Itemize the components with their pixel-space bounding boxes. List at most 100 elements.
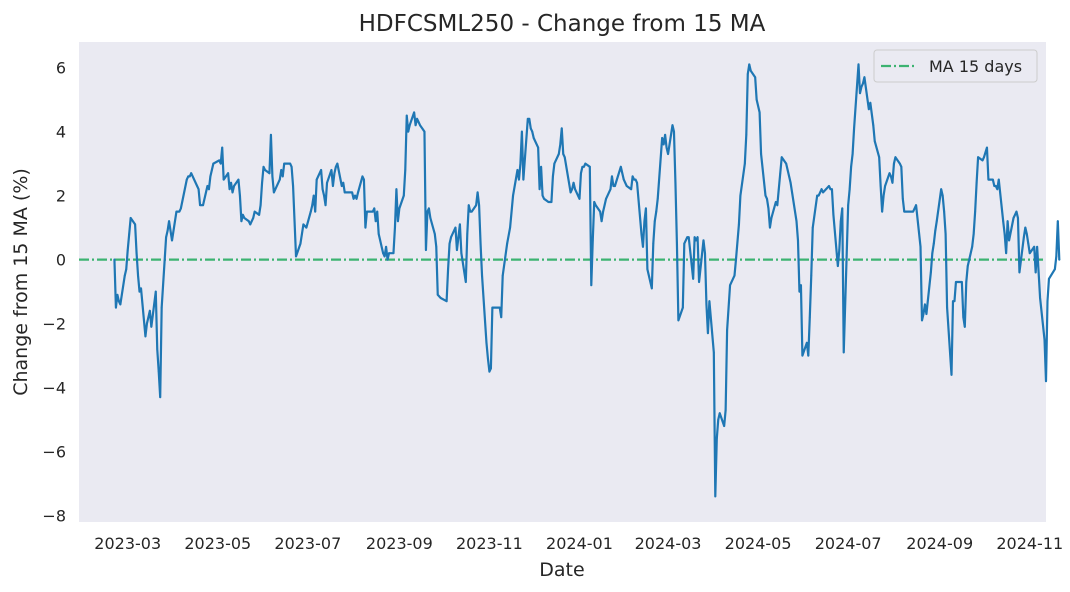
x-tick-label: 2024-11 [996,534,1063,553]
data-point [664,133,667,136]
data-point [547,201,550,203]
data-point [457,236,460,239]
data-point [943,210,946,213]
data-point [574,188,576,191]
data-point [795,220,798,223]
data-point [373,207,376,210]
data-point [250,220,253,223]
data-point [458,223,461,226]
data-point [739,194,742,197]
y-axis-ticks: −8 −6 −4 −2 0 2 4 6 [42,59,66,526]
data-point [293,220,296,223]
data-point [417,121,420,123]
data-point [485,341,488,344]
data-point [377,233,380,235]
data-point [231,191,234,194]
data-point [950,373,953,376]
data-point [952,300,954,303]
data-point [867,108,870,111]
data-point [129,217,132,219]
x-tick-label: 2024-09 [906,534,973,553]
data-point [956,281,959,283]
legend: MA 15 days [873,49,1038,83]
data-point [588,165,591,168]
data-point [860,85,863,88]
data-point [881,210,884,213]
data-point [705,303,708,306]
data-point [117,300,120,303]
data-point [1033,245,1036,248]
data-point [1036,245,1039,248]
data-point [209,175,212,178]
data-point [791,191,793,194]
data-point [953,300,956,303]
data-point [1056,220,1059,223]
data-point [655,210,658,213]
data-point [323,194,325,197]
data-point [433,233,436,235]
data-point [836,265,839,267]
data-point [580,172,582,175]
data-point [365,210,368,213]
data-point [392,252,395,255]
data-point [890,175,892,178]
data-point [171,239,173,242]
data-point [470,210,473,213]
data-point [147,316,150,319]
data-point [352,197,355,200]
data-point [941,194,944,197]
data-point [1025,233,1028,235]
data-point [612,185,615,187]
data-point [219,162,222,165]
data-point [779,172,782,175]
data-point [1012,217,1015,219]
data-point [469,210,472,213]
data-point [625,185,628,187]
data-point [591,239,594,242]
data-point [476,191,479,194]
data-point [436,293,439,296]
data-point [500,316,503,319]
data-point [320,169,323,171]
data-point [233,185,235,187]
y-tick-label: −8 [42,507,66,526]
data-point [128,233,131,235]
data-point [1003,233,1006,235]
data-point [528,117,531,120]
data-point [829,188,832,191]
data-point [252,217,255,219]
data-point [692,277,695,280]
data-point [562,153,565,155]
data-point [661,137,664,139]
data-point [402,194,405,197]
data-point [646,268,649,271]
data-point [168,220,170,223]
data-point [1017,217,1019,219]
data-point [662,143,665,146]
data-point [336,162,339,165]
data-point [481,274,483,277]
data-point [212,162,215,165]
data-point [676,242,678,245]
data-point [975,181,978,184]
data-point [882,194,885,197]
data-point [371,210,374,213]
data-point [630,188,633,191]
data-point [134,223,137,226]
data-point [991,178,994,181]
data-point [1024,226,1027,229]
x-tick-label: 2024-01 [546,534,613,553]
data-point [873,140,876,143]
data-point [932,242,935,245]
data-point [594,204,597,207]
data-point [717,418,720,421]
data-point [915,204,917,207]
data-point [893,162,895,165]
data-point [467,204,470,207]
data-point [879,185,882,187]
data-point [636,181,638,184]
data-point [532,137,535,139]
data-point [138,290,141,293]
data-point [531,130,534,133]
data-point [831,188,833,191]
